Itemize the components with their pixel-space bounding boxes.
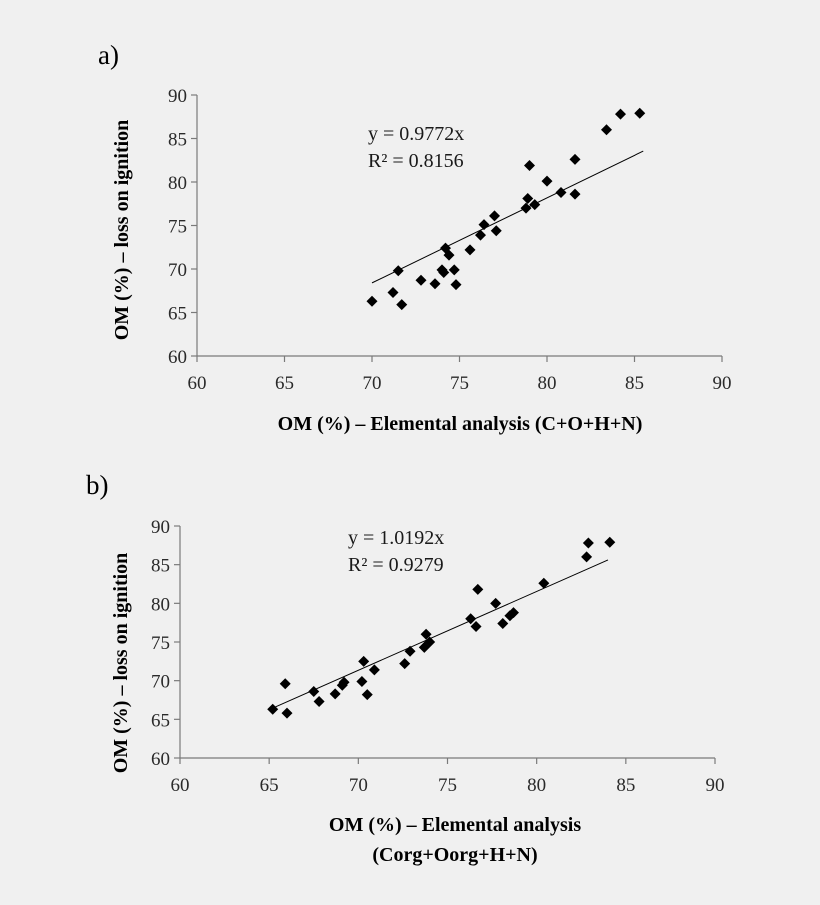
x-tick-label: 60 (171, 775, 190, 796)
y-tick-label: 80 (168, 173, 187, 194)
data-point (404, 645, 416, 657)
x-tick-label: 80 (538, 373, 557, 394)
x-tick-label: 75 (450, 373, 469, 394)
y-tick-label: 60 (168, 347, 187, 368)
r-squared-label: R² = 0.9279 (348, 554, 444, 576)
data-point (313, 696, 325, 708)
data-point (448, 264, 460, 276)
data-point (464, 244, 476, 256)
x-tick-label: 90 (706, 775, 725, 796)
data-point (415, 274, 427, 286)
data-point (361, 689, 373, 701)
y-tick-label: 60 (151, 749, 170, 770)
data-point (490, 597, 502, 609)
data-point (429, 278, 441, 290)
x-tick-label: 85 (625, 373, 644, 394)
x-axis-title: OM (%) – Elemental analysis (C+O+H+N) (278, 413, 643, 435)
data-point (475, 229, 486, 241)
data-point (520, 202, 532, 214)
data-point (438, 266, 450, 278)
data-point (358, 655, 370, 667)
chart-panel-b: b) 60 65 70 75 80 85 90 60 65 70 75 80 85 90 y = 1.0192… (86, 470, 725, 866)
data-point (465, 613, 477, 625)
x-tick-label: 85 (616, 775, 635, 796)
x-axis-title: OM (%) – Elemental analysis (329, 814, 581, 836)
data-point (634, 107, 646, 119)
x-tick-label: 70 (363, 373, 382, 394)
y-tick-label: 85 (168, 130, 187, 151)
panel-label: b) (86, 470, 109, 500)
equation-label: y = 1.0192x (348, 527, 444, 549)
chart-panel-a: a) 60 65 70 75 80 85 90 60 65 70 75 80 85 90 y = 0.9772… (98, 40, 732, 435)
y-tick-label: 65 (168, 304, 187, 325)
data-point (368, 664, 380, 676)
x-tick-label: 80 (527, 775, 546, 796)
data-point (366, 295, 378, 307)
data-point (582, 537, 594, 549)
data-point (541, 175, 553, 187)
y-tick-label: 75 (151, 633, 170, 654)
equation-label: y = 0.9772x (368, 123, 464, 145)
y-tick-label: 65 (151, 710, 170, 731)
data-point (522, 193, 534, 205)
y-tick-label: 85 (151, 556, 170, 577)
data-point (443, 249, 455, 261)
x-tick-label: 65 (260, 775, 279, 796)
data-point (267, 703, 279, 715)
data-point (504, 610, 516, 622)
data-point (356, 675, 368, 687)
x-tick-label: 70 (349, 775, 368, 796)
data-point (308, 685, 320, 697)
data-point (604, 536, 616, 548)
x-tick-label: 90 (713, 373, 732, 394)
data-point (420, 628, 432, 640)
x-axis-title: (Corg+Oorg+H+N) (372, 844, 537, 866)
data-point (529, 199, 541, 211)
data-point (497, 617, 509, 629)
y-axis-title: OM (%) – loss on ignition (110, 553, 132, 774)
data-point (581, 551, 593, 563)
data-point (450, 279, 462, 291)
data-point (489, 210, 500, 222)
y-axis-title: OM (%) – loss on ignition (111, 120, 133, 341)
data-point (538, 577, 550, 589)
y-tick-label: 75 (168, 217, 187, 238)
y-tick-label: 70 (168, 260, 187, 281)
data-point (338, 676, 350, 688)
data-point (569, 153, 581, 165)
x-tick-label: 60 (188, 373, 207, 394)
data-point (524, 159, 535, 171)
data-point (281, 707, 293, 719)
data-point (478, 219, 490, 231)
data-point (601, 124, 612, 136)
r-squared-label: R² = 0.8156 (368, 150, 464, 172)
x-tick-label: 65 (275, 373, 294, 394)
trendline (371, 150, 644, 284)
panel-label: a) (98, 40, 119, 70)
data-point (555, 186, 567, 198)
data-point (279, 678, 291, 690)
y-tick-label: 80 (151, 594, 170, 615)
data-point (329, 688, 341, 700)
data-point (507, 607, 519, 619)
data-point (470, 621, 482, 633)
data-point (569, 188, 581, 200)
data-point (392, 265, 404, 277)
y-tick-label: 90 (168, 86, 187, 107)
data-point (615, 108, 626, 120)
trendline (274, 559, 609, 708)
data-point (472, 583, 484, 595)
data-point (399, 658, 411, 670)
y-tick-label: 90 (151, 517, 170, 538)
data-point (490, 225, 502, 237)
data-point (396, 299, 408, 311)
data-point (387, 286, 399, 298)
x-tick-label: 75 (438, 775, 457, 796)
data-point (424, 636, 436, 648)
y-tick-label: 70 (151, 672, 170, 693)
